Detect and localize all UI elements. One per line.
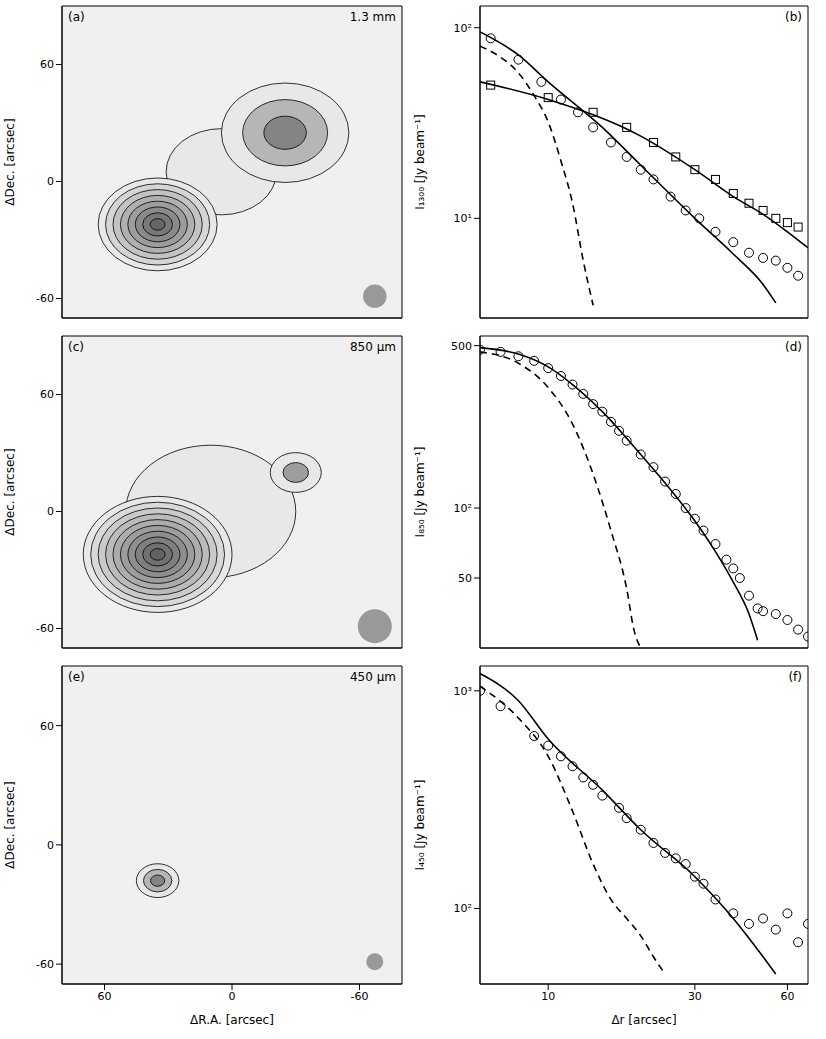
svg-text:0: 0	[47, 505, 54, 518]
svg-text:I₁₃₀₀ [Jy beam⁻¹]: I₁₃₀₀ [Jy beam⁻¹]	[413, 114, 427, 210]
svg-text:ΔDec. [arcsec]: ΔDec. [arcsec]	[3, 448, 17, 535]
svg-text:0: 0	[229, 990, 236, 1003]
svg-text:10: 10	[541, 990, 555, 1003]
svg-text:500: 500	[451, 340, 472, 353]
svg-text:50: 50	[458, 572, 472, 585]
svg-text:0: 0	[47, 175, 54, 188]
svg-text:0: 0	[47, 839, 54, 852]
html-text:(e): (e)	[68, 670, 85, 684]
svg-text:30: 30	[688, 990, 702, 1003]
html-text:(b): (b)	[785, 10, 802, 24]
html-text:(f): (f)	[788, 670, 802, 684]
svg-text:60: 60	[780, 990, 794, 1003]
svg-text:ΔDec. [arcsec]: ΔDec. [arcsec]	[3, 781, 17, 868]
html-text:1.3 mm: 1.3 mm	[349, 10, 396, 24]
svg-text:-60: -60	[351, 990, 369, 1003]
html-text:(c): (c)	[68, 340, 84, 354]
svg-text:10²: 10²	[454, 502, 472, 515]
svg-text:I₄₅₀ [Jy beam⁻¹]: I₄₅₀ [Jy beam⁻¹]	[413, 780, 427, 871]
svg-text:10²: 10²	[454, 22, 472, 35]
svg-text:10²: 10²	[454, 902, 472, 915]
svg-text:60: 60	[40, 720, 54, 733]
html-text:(d): (d)	[785, 340, 802, 354]
html-text:850 μm: 850 μm	[350, 340, 396, 354]
svg-text:-60: -60	[36, 292, 54, 305]
svg-text:I₈₅₀ [Jy beam⁻¹]: I₈₅₀ [Jy beam⁻¹]	[413, 447, 427, 538]
svg-text:60: 60	[98, 990, 112, 1003]
svg-text:10¹: 10¹	[454, 212, 472, 225]
svg-text:ΔDec. [arcsec]: ΔDec. [arcsec]	[3, 118, 17, 205]
svg-text:-60: -60	[36, 958, 54, 971]
svg-text:Δr [arcsec]: Δr [arcsec]	[611, 1013, 676, 1027]
svg-text:10³: 10³	[454, 685, 472, 698]
svg-text:60: 60	[40, 58, 54, 71]
svg-text:60: 60	[40, 388, 54, 401]
html-text:450 μm: 450 μm	[350, 670, 396, 684]
svg-text:-60: -60	[36, 622, 54, 635]
svg-text:ΔR.A. [arcsec]: ΔR.A. [arcsec]	[190, 1013, 274, 1027]
html-text:(a): (a)	[68, 10, 85, 24]
